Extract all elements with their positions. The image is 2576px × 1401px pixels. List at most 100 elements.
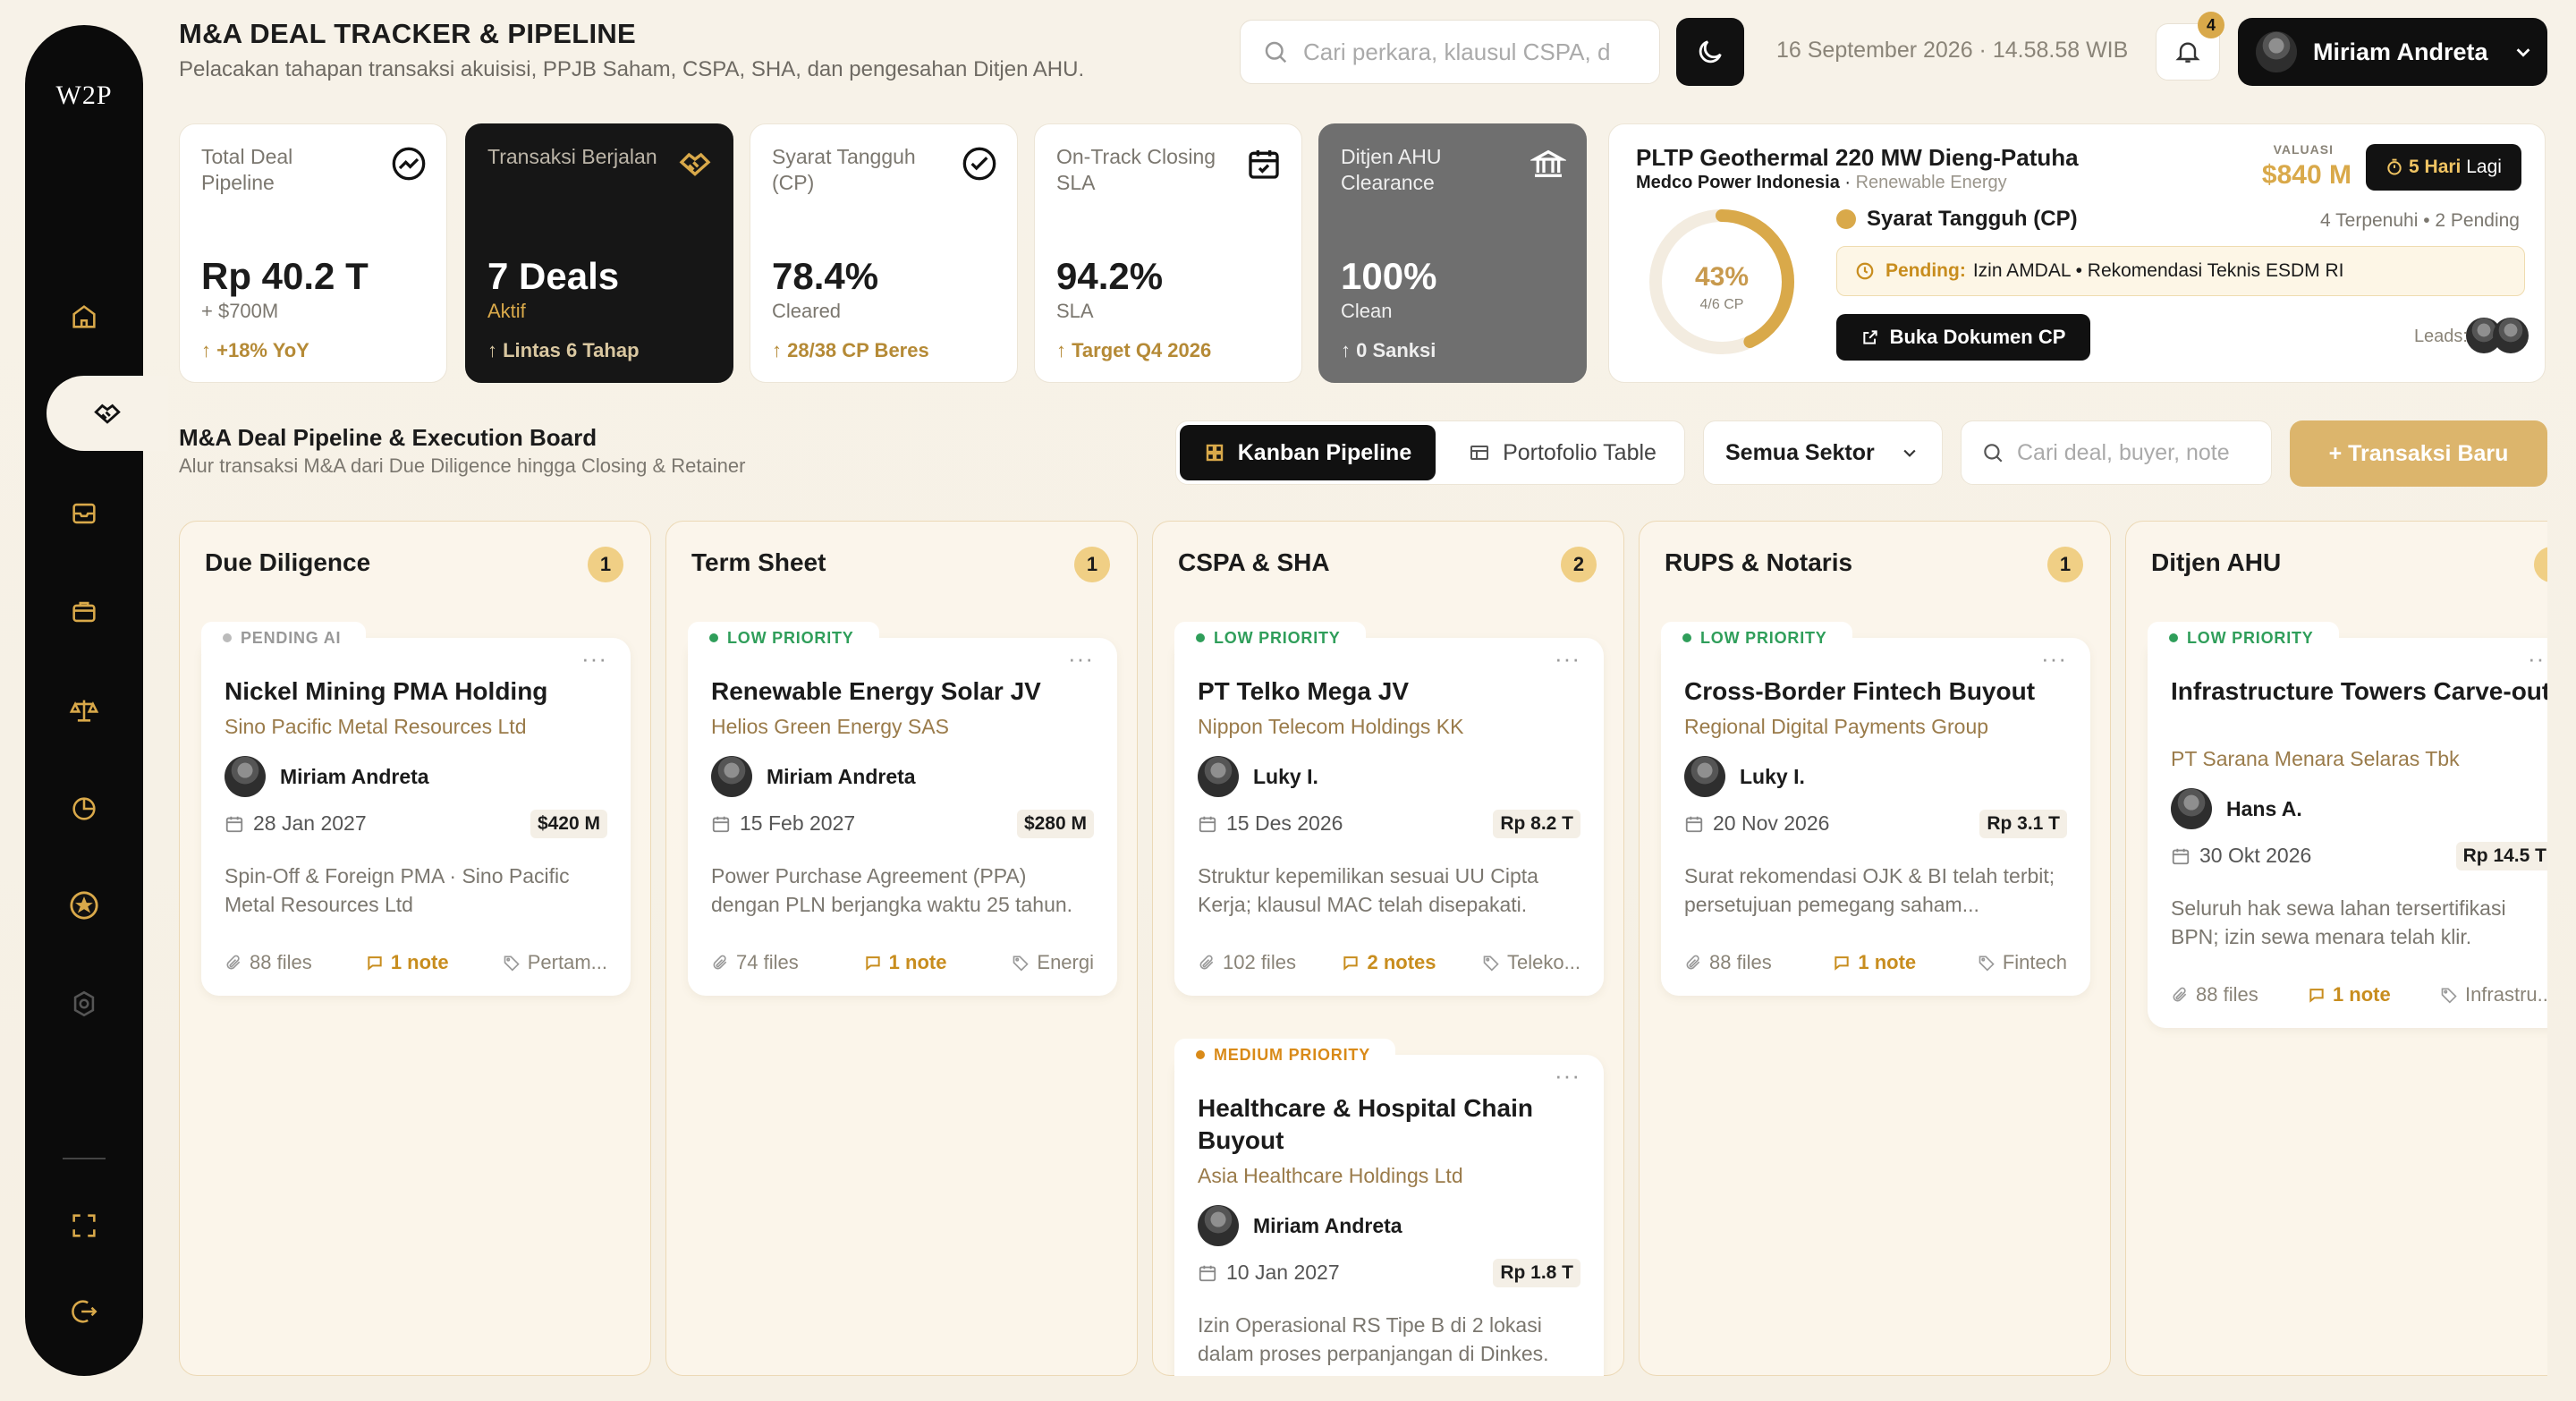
tag-label: Infrastru... <box>2464 983 2547 1006</box>
notes-link[interactable]: 1 note <box>864 951 946 974</box>
date-text: 10 Jan 2027 <box>1226 1261 1340 1284</box>
calendar-icon <box>1198 814 1226 834</box>
grid-icon <box>1206 444 1223 462</box>
column-count-badge: 1 <box>588 547 623 582</box>
deal-card[interactable]: PENDING AI ··· Nickel Mining PMA Holding… <box>201 622 631 996</box>
kanban-column: Due Diligence 1 PENDING AI ··· Nickel Mini… <box>179 521 651 1376</box>
tag-label: Energi <box>1037 951 1094 973</box>
kpi-total-deal: Total Deal Pipeline Rp 40.2 T + $700M ↑ … <box>179 123 447 383</box>
new-transaction-button[interactable]: + Transaksi Baru <box>2290 420 2547 487</box>
deal-date: 10 Jan 2027 <box>1198 1261 1340 1285</box>
comment-icon <box>2308 986 2333 1004</box>
valuation-value: $840 M <box>2261 160 2351 190</box>
card-menu-button[interactable]: ··· <box>581 645 607 672</box>
scale-icon[interactable] <box>25 673 143 748</box>
tag-icon <box>1482 954 1507 972</box>
notes-link[interactable]: 1 note <box>366 951 449 974</box>
column-title: Term Sheet <box>691 548 826 576</box>
deal-card[interactable]: LOW PRIORITY ··· Renewable Energy Solar … <box>688 622 1117 996</box>
files-link[interactable]: 88 files <box>225 951 312 974</box>
company-name: Medco Power Indonesia <box>1636 173 1840 192</box>
priority-badge: LOW PRIORITY <box>2148 622 2339 654</box>
files-link[interactable]: 88 files <box>2171 983 2258 1006</box>
logout-icon[interactable] <box>25 1274 143 1349</box>
deal-card[interactable]: MEDIUM PRIORITY ··· Healthcare & Hospita… <box>1174 1039 1604 1376</box>
card-menu-button[interactable]: ··· <box>2041 645 2067 672</box>
deal-description: Seluruh hak sewa lahan tersertifikasi BP… <box>2171 896 2506 948</box>
column-title: CSPA & SHA <box>1178 548 1330 576</box>
briefcase-icon[interactable] <box>25 574 143 650</box>
fullscreen-icon[interactable] <box>25 1188 143 1263</box>
calendar-icon <box>1198 1263 1226 1283</box>
kpi-value: Rp 40.2 T <box>201 255 369 297</box>
column-count-badge: 1 <box>2047 547 2083 582</box>
home-icon[interactable] <box>25 279 143 354</box>
tab-portfolio-table[interactable]: Portofolio Table <box>1445 425 1681 480</box>
notes-link[interactable]: 1 note <box>2308 983 2391 1006</box>
global-search-input[interactable]: Cari perkara, klausul CSPA, d <box>1240 20 1660 84</box>
chevron-down-icon <box>2516 48 2529 57</box>
sector-tag: Infrastru... <box>2440 983 2547 1006</box>
priority-dot <box>2169 633 2178 642</box>
deal-card[interactable]: LOW PRIORITY ··· Cross-Border Fintech Bu… <box>1661 622 2090 996</box>
files-link[interactable]: 74 files <box>711 951 799 974</box>
kanban-column: RUPS & Notaris 1 LOW PRIORITY ··· Cross-Bo… <box>1639 521 2111 1376</box>
inbox-icon[interactable] <box>25 476 143 551</box>
avatar <box>1198 756 1239 797</box>
card-menu-button[interactable]: ··· <box>1555 1062 1580 1089</box>
pending-text: Izin AMDAL • Rekomendasi Teknis ESDM RI <box>1972 260 2344 281</box>
files-count: 88 files <box>250 951 312 973</box>
sector-select[interactable]: Semua Sektor <box>1703 420 1943 485</box>
deal-description: Spin-Off & Foreign PMA · Sino Pacific Me… <box>225 864 570 916</box>
user-menu-button[interactable]: Miriam Andreta <box>2238 18 2547 86</box>
star-badge-icon[interactable] <box>25 868 143 943</box>
calendar-icon <box>2171 846 2199 866</box>
files-link[interactable]: 88 files <box>1684 951 1772 974</box>
card-menu-button[interactable]: ··· <box>1555 645 1580 672</box>
board-subtitle: Alur transaksi M&A dari Due Diligence hi… <box>179 454 746 477</box>
kpi-label: On-Track Closing SLA <box>1056 145 1216 194</box>
avatar <box>1198 1205 1239 1246</box>
deal-card[interactable]: LOW PRIORITY ··· PT Telko Mega JV Nippon… <box>1174 622 1604 996</box>
files-link[interactable]: 102 files <box>1198 951 1296 974</box>
handshake-icon[interactable] <box>47 376 168 451</box>
files-count: 102 files <box>1223 951 1296 973</box>
deal-card[interactable]: LOW PRIORITY ··· Infrastructure Towers C… <box>2148 622 2547 1028</box>
notes-link[interactable]: 2 notes <box>1342 951 1436 974</box>
featured-deal-card[interactable]: PLTP Geothermal 220 MW Dieng-Patuha Medc… <box>1608 123 2546 383</box>
settings-icon[interactable] <box>25 966 143 1041</box>
deal-value: Rp 3.1 T <box>1979 810 2067 838</box>
kpi-sub: + $700M <box>201 300 279 322</box>
deal-company: Sino Pacific Metal Resources Ltd <box>225 715 527 738</box>
kpi-trend: ↑ +18% YoY <box>201 339 309 361</box>
card-menu-button[interactable]: ··· <box>2528 645 2547 672</box>
notes-link[interactable]: 1 note <box>1833 951 1916 974</box>
notifications-button[interactable]: 4 <box>2156 12 2224 81</box>
comment-icon <box>1833 954 1858 972</box>
search-icon <box>1265 41 1287 64</box>
deal-owner: Hans A. <box>2171 788 2302 829</box>
deal-date: 15 Des 2026 <box>1198 811 1343 836</box>
card-footer: 88 files 1 note Fintech <box>1684 951 2067 974</box>
deal-description: Izin Operasional RS Tipe B di 2 lokasi d… <box>1198 1313 1549 1365</box>
card-menu-button[interactable]: ··· <box>1068 645 1094 672</box>
sidebar-divider <box>63 1158 106 1159</box>
search-placeholder: Cari deal, buyer, note <box>2017 439 2230 465</box>
deal-value: Rp 8.2 T <box>1493 810 1580 838</box>
open-cp-document-button[interactable]: Buka Dokumen CP <box>1836 314 2090 361</box>
paperclip-icon <box>2171 986 2196 1004</box>
date-text: 15 Des 2026 <box>1226 811 1343 835</box>
kanban-column: Term Sheet 1 LOW PRIORITY ··· Renewable En… <box>665 521 1138 1376</box>
bank-icon <box>1530 149 1566 177</box>
priority-dot <box>1196 633 1205 642</box>
bell-icon <box>2175 42 2200 63</box>
notes-count: 1 note <box>2332 983 2391 1006</box>
avatar <box>2171 788 2212 829</box>
deal-search-input[interactable]: Cari deal, buyer, note <box>1961 420 2272 485</box>
user-name: Miriam Andreta <box>2313 38 2488 65</box>
kpi-active-deals: Transaksi Berjalan 7 Deals Aktif ↑ Linta… <box>465 123 733 383</box>
tab-kanban[interactable]: Kanban Pipeline <box>1180 425 1436 480</box>
pie-chart-icon[interactable] <box>25 771 143 846</box>
deal-owner: Miriam Andreta <box>225 756 429 797</box>
theme-toggle-button[interactable] <box>1676 18 1744 86</box>
